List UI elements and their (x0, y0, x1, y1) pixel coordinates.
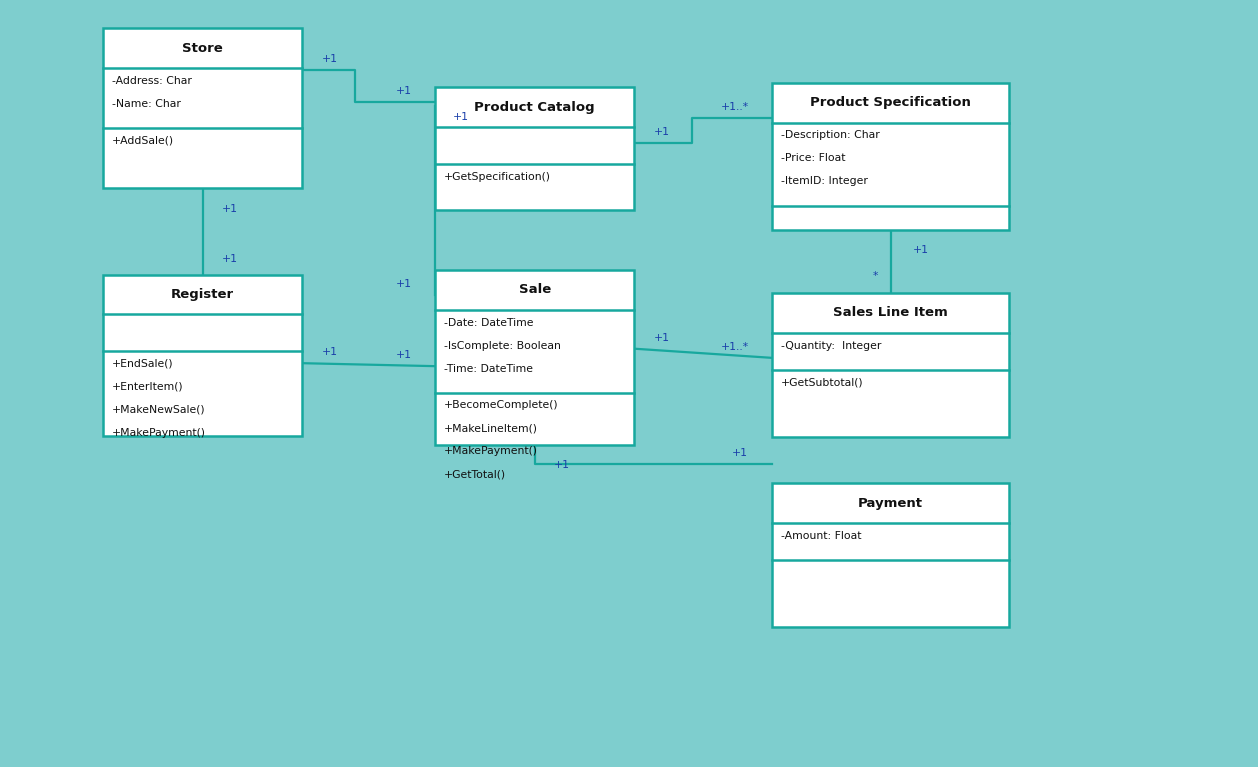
Text: +1: +1 (654, 127, 669, 137)
Text: Store: Store (182, 42, 223, 54)
Bar (103, 275, 302, 436)
Text: +1: +1 (322, 347, 337, 357)
Text: +GetSubtotal(): +GetSubtotal() (781, 377, 864, 387)
Bar (772, 293, 1009, 437)
Text: Product Specification: Product Specification (810, 97, 971, 109)
Text: -Time: DateTime: -Time: DateTime (444, 364, 533, 374)
Text: +1: +1 (223, 204, 238, 215)
Text: -Amount: Float: -Amount: Float (781, 531, 862, 541)
Text: Sales Line Item: Sales Line Item (833, 307, 949, 319)
Text: +1: +1 (396, 87, 411, 97)
Text: +1..*: +1..* (721, 103, 749, 113)
Text: +1: +1 (654, 333, 669, 343)
Text: Sale: Sale (518, 284, 551, 296)
Text: +MakePayment(): +MakePayment() (444, 446, 538, 456)
Text: +1: +1 (322, 54, 337, 64)
Text: +MakeNewSale(): +MakeNewSale() (112, 405, 205, 415)
Bar (772, 483, 1009, 627)
Text: +1: +1 (453, 112, 468, 123)
Text: -Address: Char: -Address: Char (112, 76, 191, 86)
Text: +EnterItem(): +EnterItem() (112, 382, 184, 392)
Text: +1: +1 (913, 245, 928, 255)
Text: +1: +1 (732, 448, 747, 459)
Text: +AddSale(): +AddSale() (112, 136, 174, 146)
Text: +GetTotal(): +GetTotal() (444, 469, 506, 479)
Text: -Quantity:  Integer: -Quantity: Integer (781, 341, 882, 351)
Text: +1: +1 (396, 351, 411, 360)
Bar (103, 28, 302, 188)
Text: Register: Register (171, 288, 234, 301)
Text: -Name: Char: -Name: Char (112, 99, 181, 109)
Text: +1: +1 (555, 459, 570, 470)
Text: *: * (873, 271, 878, 281)
Text: +MakeLineItem(): +MakeLineItem() (444, 423, 538, 433)
Text: +1: +1 (223, 254, 238, 265)
Bar (435, 270, 634, 445)
Text: Payment: Payment (858, 497, 923, 509)
Text: +MakePayment(): +MakePayment() (112, 428, 206, 438)
Text: +1..*: +1..* (721, 342, 749, 352)
Text: +1: +1 (396, 278, 411, 289)
Text: -Description: Char: -Description: Char (781, 130, 879, 140)
Text: -ItemID: Integer: -ItemID: Integer (781, 176, 868, 186)
Text: +GetSpecification(): +GetSpecification() (444, 172, 551, 182)
Bar (435, 87, 634, 210)
Text: -Price: Float: -Price: Float (781, 153, 845, 163)
Text: -IsComplete: Boolean: -IsComplete: Boolean (444, 341, 561, 351)
Text: +EndSale(): +EndSale() (112, 359, 174, 369)
Bar (772, 83, 1009, 230)
Text: -Date: DateTime: -Date: DateTime (444, 318, 533, 328)
Text: Product Catalog: Product Catalog (474, 101, 595, 114)
Text: +BecomeComplete(): +BecomeComplete() (444, 400, 559, 410)
